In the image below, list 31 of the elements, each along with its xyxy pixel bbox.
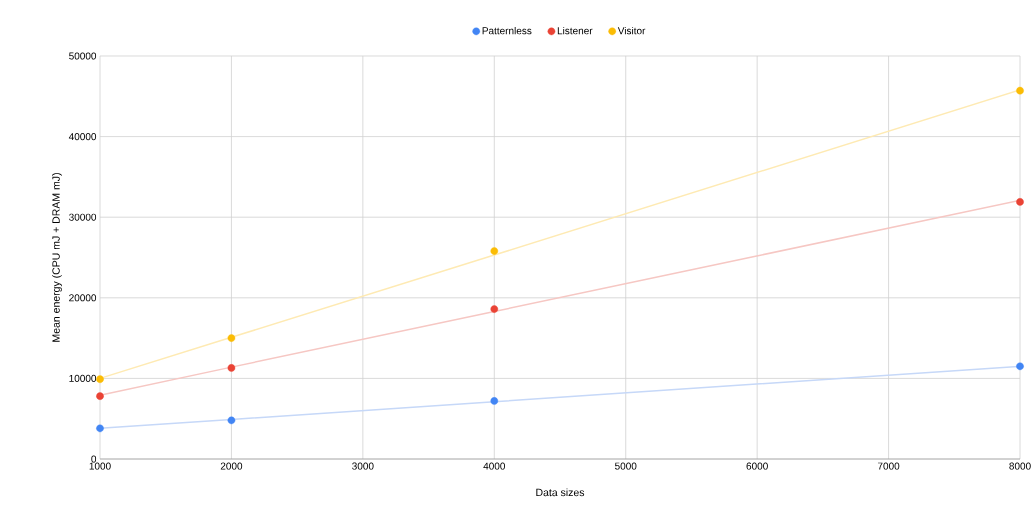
y-tick-label: 0 xyxy=(91,455,97,463)
point xyxy=(227,334,236,342)
y-tick-label: 10000 xyxy=(69,374,97,382)
x-tick-label: 2000 xyxy=(220,462,243,470)
point xyxy=(96,392,104,400)
x-tick-label: 8000 xyxy=(1009,462,1031,470)
x-tick-label: 6000 xyxy=(746,462,768,470)
y-tick-label: 30000 xyxy=(69,213,97,221)
x-tick-label: 3000 xyxy=(352,462,374,470)
point xyxy=(490,247,499,255)
y-tick-label: 20000 xyxy=(69,294,97,302)
legend-label: Visitor xyxy=(617,26,646,35)
point xyxy=(1016,86,1024,95)
x-tick-label: 1000 xyxy=(89,462,111,470)
point xyxy=(227,364,236,372)
point xyxy=(490,397,499,405)
point xyxy=(227,416,236,425)
legend-label: Patternless xyxy=(482,26,532,35)
y-axis-title: Mean energy (CPU mJ + DRAM mJ) xyxy=(52,173,62,342)
y-tick-label: 50000 xyxy=(69,52,97,60)
x-tick-label: 7000 xyxy=(877,462,900,470)
point xyxy=(490,305,499,313)
y-tick-label: 40000 xyxy=(68,133,97,141)
point xyxy=(96,424,104,433)
x-tick-label: 5000 xyxy=(615,462,637,470)
x-axis-title: Data sizes xyxy=(536,488,585,497)
x-tick-label: 4000 xyxy=(483,462,506,470)
point xyxy=(1016,198,1024,206)
legend-label: Listener xyxy=(557,26,593,35)
point xyxy=(96,375,104,383)
point xyxy=(1016,362,1024,371)
